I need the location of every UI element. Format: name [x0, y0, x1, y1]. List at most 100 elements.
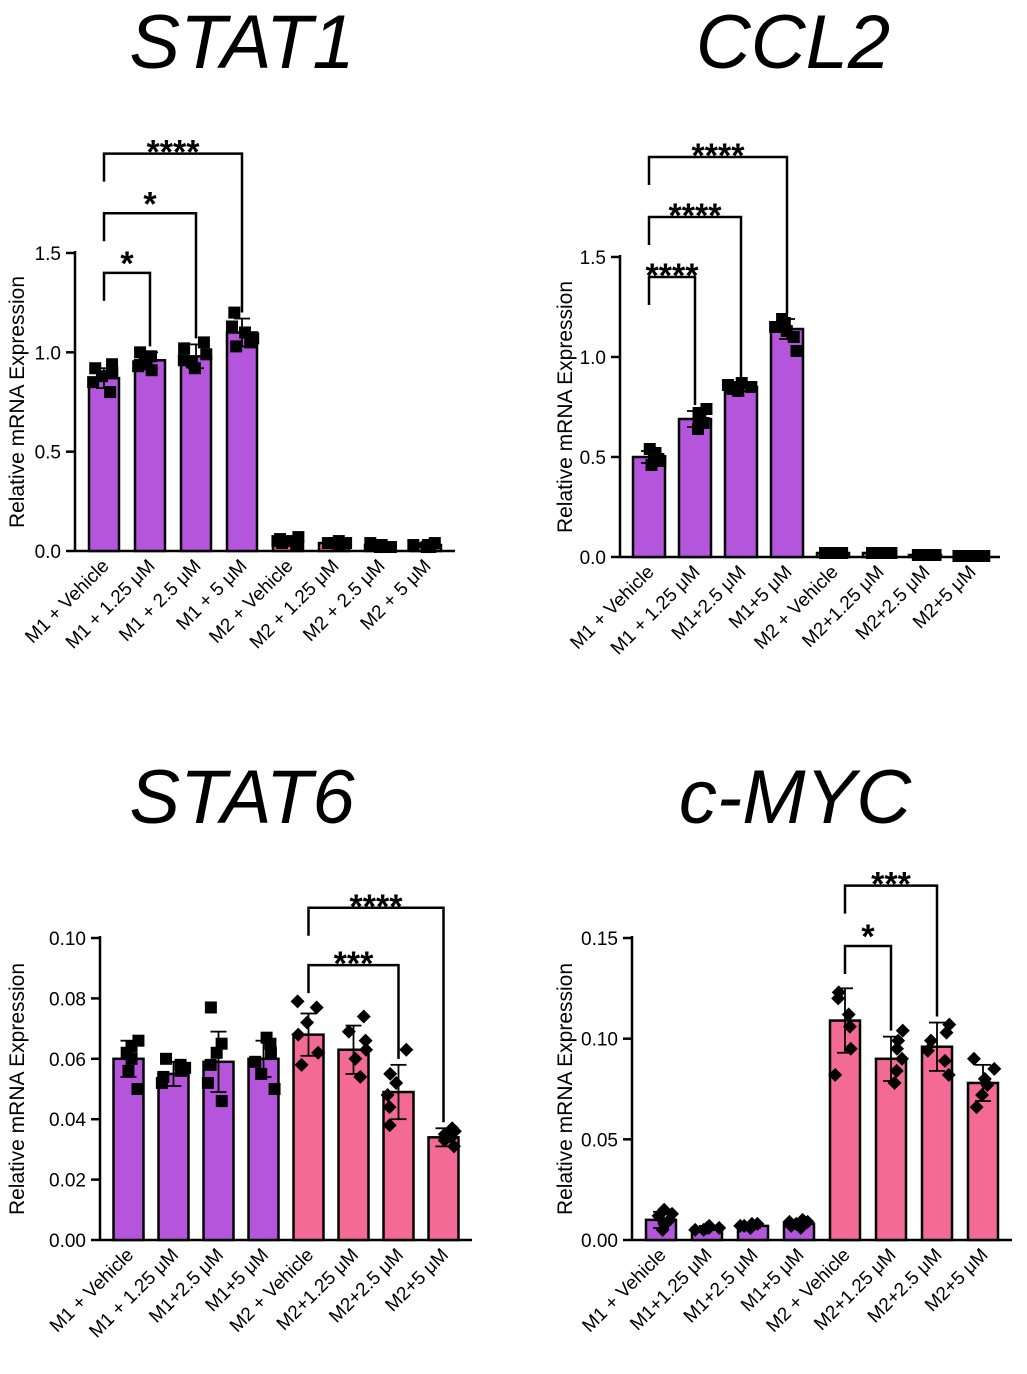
y-tick-label: 0.5 — [580, 448, 606, 469]
significance-bracket — [307, 906, 445, 1123]
data-point — [790, 345, 803, 357]
data-point — [309, 1000, 324, 1015]
data-point — [160, 1052, 173, 1065]
y-tick-label: 0.0 — [580, 548, 606, 569]
bar — [292, 1033, 325, 1242]
data-point — [290, 994, 305, 1009]
data-point — [380, 1088, 395, 1103]
y-axis-label: Relative mRNA Expression — [6, 963, 29, 1215]
data-point — [868, 547, 881, 559]
data-point — [652, 453, 665, 465]
significance-label: **** — [692, 137, 746, 175]
y-tick-label: 1.0 — [580, 348, 606, 369]
data-point — [228, 306, 241, 319]
data-point — [348, 1051, 363, 1066]
data-point — [843, 1041, 858, 1056]
significance-label: * — [143, 185, 157, 223]
y-axis-label: Relative mRNA Expression — [554, 281, 577, 533]
data-point — [735, 377, 748, 389]
data-point — [987, 1061, 1002, 1076]
data-point — [271, 535, 284, 548]
data-point — [721, 379, 734, 391]
data-point — [399, 1042, 414, 1057]
y-tick-label: 0.15 — [581, 929, 618, 950]
data-point — [382, 1118, 397, 1133]
data-point — [332, 539, 345, 552]
data-point — [230, 340, 243, 353]
data-point — [157, 1070, 170, 1083]
significance-label: * — [861, 918, 875, 956]
data-point — [389, 1075, 404, 1090]
data-point — [201, 1076, 214, 1089]
data-point — [106, 358, 119, 371]
data-point — [836, 547, 849, 559]
bar — [723, 385, 759, 559]
y-tick-label: 0.10 — [581, 1030, 618, 1051]
data-point — [889, 1063, 904, 1078]
data-point — [292, 531, 305, 544]
data-point — [831, 985, 846, 1000]
data-point — [966, 1051, 981, 1066]
data-point — [174, 1058, 187, 1071]
data-point — [321, 537, 334, 550]
y-tick-label: 1.0 — [35, 343, 61, 364]
data-point — [215, 1095, 228, 1108]
significance-bracket — [102, 152, 244, 313]
data-point — [702, 1220, 717, 1235]
data-point — [407, 539, 420, 552]
significance-bracket — [647, 155, 789, 313]
bar — [179, 355, 213, 553]
data-point — [300, 1015, 315, 1030]
data-point — [782, 1214, 797, 1229]
data-point — [356, 1009, 371, 1024]
data-point — [353, 1069, 368, 1084]
data-point — [744, 1216, 759, 1231]
data-point — [239, 326, 252, 339]
data-point — [200, 348, 213, 361]
data-point — [942, 1017, 957, 1032]
data-point — [178, 342, 191, 355]
y-tick-label: 0.08 — [49, 989, 86, 1010]
data-point — [249, 1055, 262, 1068]
significance-label: **** — [646, 257, 700, 295]
bar — [769, 327, 805, 559]
significance-bracket — [102, 212, 198, 339]
y-tick-label: 0.06 — [49, 1050, 86, 1071]
data-point — [341, 1024, 356, 1039]
significance-bracket — [843, 944, 893, 1031]
significance-label: *** — [334, 945, 374, 983]
significance-bracket — [647, 275, 697, 405]
chart-stat1: STAT1 Relative mRNA Expression 0.0 0.5 1.0 1.… — [6, 0, 455, 653]
significance-label: **** — [669, 197, 723, 235]
bar — [157, 1072, 190, 1242]
data-point — [952, 550, 965, 562]
y-axis-label: Relative mRNA Expression — [6, 276, 29, 528]
data-point — [887, 1075, 902, 1090]
chart-stat6: STAT6 Relative mRNA Expression 0.00 0.02 0.0… — [6, 755, 472, 1342]
data-point — [131, 1083, 144, 1095]
chart-title: CCL2 — [696, 0, 890, 85]
data-point — [918, 549, 931, 561]
data-point — [424, 541, 437, 554]
chart-title: c-MYC — [679, 755, 912, 840]
data-point — [745, 381, 758, 393]
data-point — [197, 336, 210, 349]
data-point — [977, 1071, 992, 1086]
significance-label: **** — [147, 134, 201, 172]
data-point — [294, 1057, 309, 1072]
data-point — [941, 1067, 956, 1082]
data-point — [657, 1202, 672, 1217]
data-point — [828, 1067, 843, 1082]
data-point — [134, 346, 147, 359]
data-point — [700, 403, 713, 415]
y-tick-label: 0.00 — [581, 1231, 618, 1252]
significance-label: **** — [350, 888, 404, 926]
data-point — [382, 1100, 397, 1115]
data-point — [822, 547, 835, 559]
bar — [631, 455, 667, 559]
data-point — [385, 541, 398, 554]
significance-bracket — [647, 215, 743, 377]
data-point — [891, 1033, 906, 1048]
data-point — [204, 1001, 217, 1014]
